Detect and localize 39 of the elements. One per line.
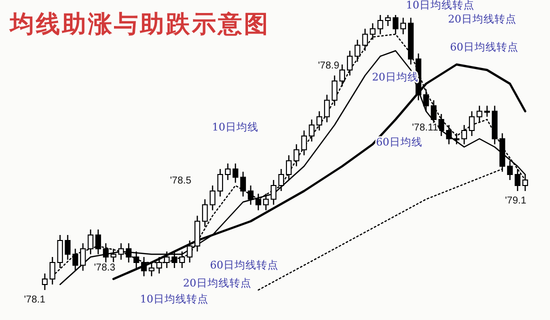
candlestick xyxy=(133,250,140,269)
annotation: 60日均线转点 xyxy=(450,40,518,54)
annotation: 20日均线转点 xyxy=(183,276,252,290)
candlestick xyxy=(64,234,71,260)
candlestick xyxy=(217,168,224,198)
candlestick xyxy=(255,193,262,211)
candlestick xyxy=(126,242,132,264)
annotation: '78.5 xyxy=(170,176,192,187)
annotation: '78.9 xyxy=(318,60,340,72)
text: 10日均线转点 xyxy=(140,292,208,306)
annotation: '78.11 xyxy=(412,122,439,134)
candlestick xyxy=(346,50,353,76)
candlestick xyxy=(42,272,48,291)
candlestick xyxy=(468,110,475,137)
candlestick xyxy=(308,118,315,142)
annotation: '79.1 xyxy=(505,196,527,207)
candlestick xyxy=(400,17,406,35)
candlestick xyxy=(224,162,231,181)
candlestick xyxy=(186,240,193,264)
candlestick xyxy=(286,154,292,181)
annotation: 20日均线转点 xyxy=(448,12,516,26)
candlestick xyxy=(278,168,284,192)
candlestick xyxy=(95,228,102,255)
candlestick xyxy=(156,256,162,274)
annotation: 60日均线转点 xyxy=(210,258,278,272)
candlestick xyxy=(248,184,254,206)
candlestick xyxy=(102,242,109,264)
candlestick xyxy=(316,110,322,132)
candlestick xyxy=(339,64,346,88)
text: 10日均线转点 xyxy=(406,0,474,12)
annotation: 10日均线 xyxy=(212,120,258,134)
annotation: 60日均线 xyxy=(376,136,422,149)
candlestick xyxy=(438,113,444,137)
candlestick xyxy=(461,124,468,145)
chart-title: 均线助涨与助跌示意图 xyxy=(8,9,270,38)
text: '78.1 xyxy=(24,294,46,306)
annotation: '78.3 xyxy=(94,262,116,274)
candlestick xyxy=(164,250,170,269)
candlestick xyxy=(72,248,78,272)
